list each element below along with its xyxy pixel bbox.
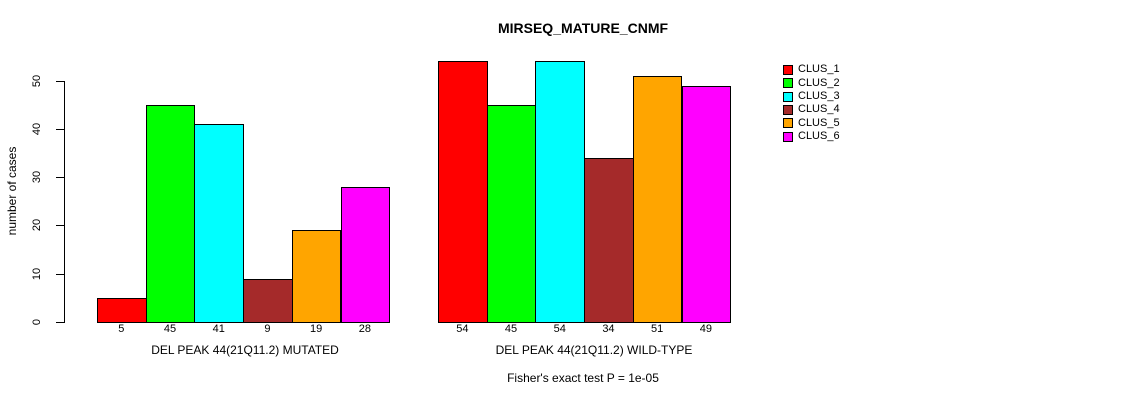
bar-value-label: 19 (310, 323, 323, 335)
legend-entry: CLUS_5 (783, 116, 840, 129)
y-axis-label: number of cases (5, 146, 19, 236)
bar-value-label: 9 (264, 323, 271, 335)
y-tick-mark (56, 177, 64, 179)
legend-swatch (783, 64, 793, 75)
bar-value-label: 34 (602, 323, 615, 335)
y-tick-mark (56, 225, 64, 227)
bar-value-label: 54 (456, 323, 469, 335)
legend-label: CLUS_6 (798, 130, 840, 143)
legend-label: CLUS_3 (798, 90, 840, 102)
y-tick-label: 0 (31, 318, 43, 326)
bar-clus_2 (145, 104, 196, 323)
x-axis-label-mutated: DEL PEAK 44(21Q11.2) MUTATED (151, 343, 339, 357)
bar-value-label: 49 (699, 323, 712, 335)
legend-label: CLUS_2 (798, 76, 840, 89)
legend-swatch (783, 104, 793, 115)
legend-swatch (783, 91, 793, 102)
y-tick-label: 40 (31, 122, 43, 136)
y-tick-label: 30 (31, 171, 43, 184)
bar-clus_2 (486, 104, 537, 323)
y-tick-label: 20 (31, 219, 43, 232)
y-tick-mark (56, 322, 64, 323)
y-tick-mark (56, 273, 64, 275)
bar-clus_6 (340, 186, 391, 323)
bar-value-label: 28 (358, 323, 371, 335)
bar-clus_5 (632, 75, 683, 323)
bar-value-label: 54 (553, 323, 566, 335)
legend-entry: CLUS_3 (783, 91, 840, 102)
legend-swatch (783, 78, 793, 89)
legend-entry: CLUS_2 (783, 76, 840, 89)
y-axis-line (64, 80, 65, 323)
bar-clus_5 (291, 230, 342, 323)
legend-label: CLUS_4 (798, 103, 840, 116)
y-tick-label: 10 (31, 267, 43, 280)
bar-clus_4 (243, 278, 293, 323)
legend-entry: CLUS_1 (783, 64, 840, 75)
bar-clus_6 (681, 85, 732, 323)
legend-entry: CLUS_4 (783, 104, 840, 115)
bar-value-label: 45 (163, 323, 177, 335)
bar-clus_3 (194, 124, 245, 323)
bar-clus_3 (535, 61, 586, 323)
annotation-text: Fisher's exact test P = 1e-05 (507, 371, 659, 385)
legend-label: CLUS_5 (798, 116, 840, 129)
chart-title: MIRSEQ_MATURE_CNMF (497, 20, 669, 36)
bar-clus_1 (438, 61, 488, 323)
bar-clus_4 (584, 157, 634, 323)
y-tick-mark (56, 128, 64, 130)
legend-label: CLUS_1 (798, 63, 840, 76)
bar-value-label: 45 (504, 323, 518, 335)
bar-value-label: 5 (118, 323, 125, 335)
y-tick-label: 50 (31, 74, 43, 87)
legend-entry: CLUS_6 (783, 131, 840, 142)
x-axis-label-wildtype: DEL PEAK 44(21Q11.2) WILD-TYPE (495, 343, 693, 357)
legend-swatch (783, 131, 793, 142)
bar-value-label: 51 (651, 323, 664, 335)
bar-clus_1 (97, 297, 147, 323)
bar-value-label: 41 (212, 323, 225, 335)
legend-swatch (783, 118, 793, 129)
y-tick-mark (56, 80, 64, 82)
